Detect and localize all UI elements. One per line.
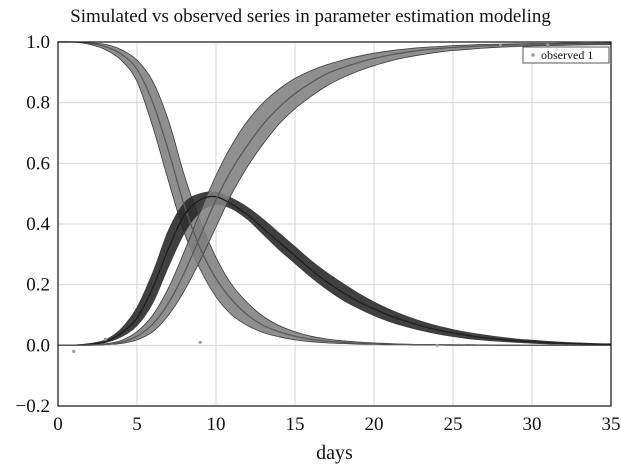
x-tick-label: 35 xyxy=(602,414,621,435)
legend-box xyxy=(522,46,610,64)
x-tick-label: 15 xyxy=(286,414,305,435)
observed-point xyxy=(546,43,550,47)
x-tick-label: 30 xyxy=(523,414,542,435)
series-lines xyxy=(57,41,612,347)
line-series-3 xyxy=(57,43,611,346)
uncertainty-bands xyxy=(57,41,612,346)
x-axis-label: days xyxy=(316,442,353,464)
legend: observed 1 xyxy=(522,46,610,64)
band-series-2 xyxy=(57,191,612,346)
y-tick-label: 1.0 xyxy=(26,32,50,53)
tick-labels: 0 5 10 15 20 25 30 35 −0.2 0.0 0.2 0.4 0.6 0.8 1.0 xyxy=(16,32,621,435)
grid xyxy=(57,41,612,407)
line-series-2 xyxy=(57,195,612,347)
x-tick-label: 20 xyxy=(365,414,384,435)
x-tick-label: 10 xyxy=(207,414,226,435)
x-tick-label: 5 xyxy=(132,414,142,435)
plot-frame xyxy=(57,41,612,407)
x-tick-label: 25 xyxy=(444,414,463,435)
observed-point xyxy=(72,349,76,353)
observed-points xyxy=(72,43,550,353)
y-tick-label: 0.2 xyxy=(26,275,50,296)
y-tick-label: 0.4 xyxy=(26,214,50,235)
observed-point xyxy=(198,340,202,344)
y-tick-label: −0.2 xyxy=(16,396,50,417)
y-tick-label: 0.0 xyxy=(26,335,50,356)
observed-point xyxy=(498,43,502,47)
chart-title: Simulated vs observed series in paramete… xyxy=(70,6,551,27)
observed-point xyxy=(435,343,439,347)
band-series-1 xyxy=(57,41,611,346)
legend-entry: observed 1 xyxy=(541,48,593,62)
y-tick-label: 0.6 xyxy=(26,153,50,174)
legend-marker xyxy=(531,53,535,57)
y-tick-label: 0.8 xyxy=(26,93,50,114)
observed-point xyxy=(103,337,107,341)
x-tick-label: 0 xyxy=(53,414,63,435)
line-series-1 xyxy=(57,41,611,346)
